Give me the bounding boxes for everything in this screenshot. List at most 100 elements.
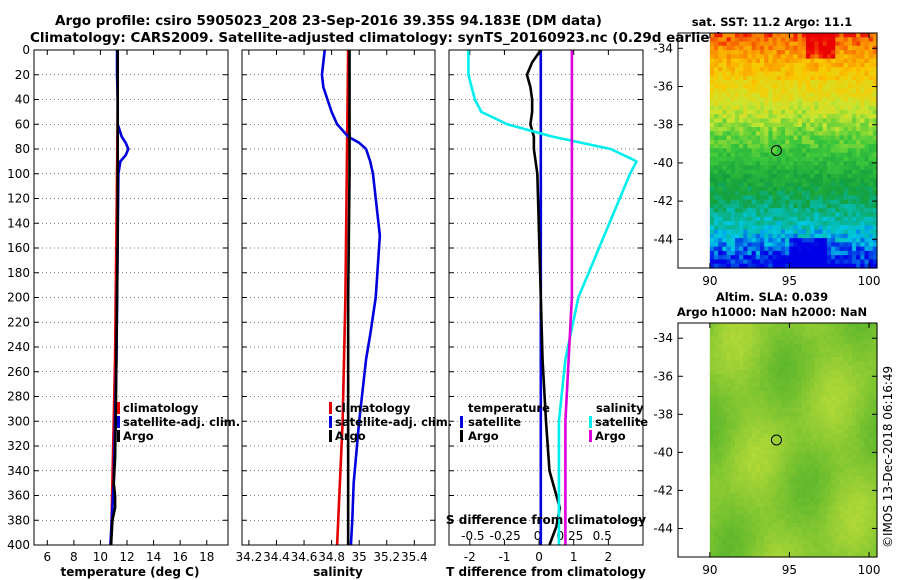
map-cell: [839, 41, 845, 47]
map-cell: [793, 212, 799, 218]
map-cell: [789, 41, 795, 47]
map-cell: [755, 62, 761, 68]
map-cell: [835, 327, 840, 333]
map-cell: [843, 250, 849, 256]
map-cell: [718, 208, 723, 214]
map-cell: [718, 327, 723, 333]
map-cell: [772, 246, 778, 252]
x-tick-label: 0: [535, 550, 543, 564]
map-cell: [718, 178, 723, 184]
map-cell: [743, 165, 749, 171]
map-cell: [709, 374, 715, 379]
map-cell: [747, 348, 753, 354]
map-cell: [772, 408, 778, 413]
map-cell: [831, 114, 836, 120]
map-cell: [851, 327, 857, 333]
map-cell: [709, 518, 715, 524]
map-cell: [835, 161, 840, 167]
map-cell: [851, 139, 857, 145]
map-cell: [797, 476, 803, 482]
map-cell: [726, 548, 732, 554]
map-cell: [856, 58, 861, 64]
map-cell: [797, 352, 803, 358]
map-cell: [810, 531, 815, 537]
map-cell: [747, 327, 753, 333]
map-cell: [764, 45, 769, 51]
map-cell: [847, 199, 853, 205]
map-cell: [743, 233, 749, 239]
map-cell: [755, 361, 761, 367]
map-cell: [860, 221, 866, 226]
map-cell: [730, 505, 736, 511]
map-cell: [734, 382, 740, 388]
map-cell: [843, 386, 849, 392]
map-cell: [805, 386, 811, 392]
map-cell: [843, 122, 849, 128]
map-cell: [856, 255, 861, 261]
map-cell: [831, 263, 836, 269]
map-cell: [714, 552, 719, 558]
map-cell: [714, 408, 719, 413]
map-cell: [768, 365, 774, 371]
map-cell: [793, 161, 799, 167]
map-cell: [843, 75, 849, 81]
map-cell: [805, 429, 811, 435]
map-cell: [751, 497, 757, 503]
map-cell: [743, 255, 749, 261]
map-cell: [747, 488, 753, 494]
map-cell: [743, 361, 749, 367]
map-cell: [818, 340, 824, 345]
map-cell: [856, 327, 861, 333]
map-cell: [772, 135, 778, 141]
map-cell: [772, 54, 778, 60]
map-cell: [835, 476, 840, 482]
map-cell: [764, 186, 769, 192]
map-cell: [797, 186, 803, 192]
map-cell: [843, 348, 849, 354]
map-cell: [851, 105, 857, 111]
map-cell: [747, 403, 753, 409]
map-cell: [839, 369, 845, 375]
map-cell: [860, 348, 866, 354]
map-cell: [831, 135, 836, 141]
map-cell: [835, 463, 840, 469]
map-cell: [776, 165, 782, 171]
map-cell: [805, 221, 811, 226]
map-cell: [747, 442, 753, 447]
map-cell: [772, 84, 778, 90]
map-cell: [714, 212, 719, 218]
map-cell: [743, 178, 749, 184]
map-cell: [831, 340, 836, 345]
map-cell: [739, 41, 744, 47]
map-cell: [734, 97, 740, 102]
map-cell: [847, 221, 853, 226]
map-cell: [851, 471, 857, 477]
map-cell: [730, 344, 736, 350]
map-cell: [751, 408, 757, 413]
map-cell: [814, 208, 820, 214]
map-cell: [730, 463, 736, 469]
map-cell: [797, 45, 803, 51]
map-cell: [759, 510, 765, 516]
map-cell: [839, 374, 845, 379]
map-cell: [739, 344, 744, 350]
map-cell: [797, 442, 803, 447]
map-cell: [726, 161, 732, 167]
map-cell: [831, 518, 836, 524]
map-cell: [734, 33, 740, 38]
map-cell: [847, 425, 853, 430]
map-cell: [856, 75, 861, 81]
map-cell: [759, 493, 765, 499]
map-cell: [835, 501, 840, 507]
map-cell: [826, 476, 832, 482]
map-cell: [831, 199, 836, 205]
map-cell: [722, 357, 728, 362]
map-cell: [793, 391, 799, 396]
map-cell: [780, 255, 786, 261]
map-cell: [868, 195, 874, 201]
map-cell: [831, 552, 836, 558]
map-cell: [714, 161, 719, 167]
map-cell: [805, 114, 811, 120]
map-cell: [714, 101, 719, 107]
map-cell: [776, 323, 782, 328]
